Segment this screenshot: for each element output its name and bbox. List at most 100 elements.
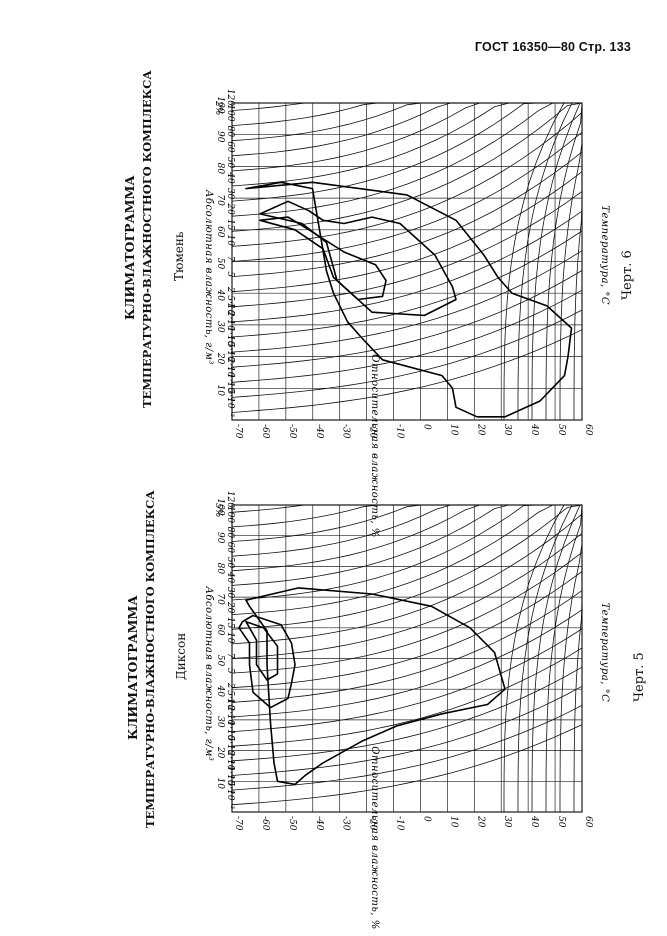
abs-humidity-tick-label: 30: [225, 188, 235, 200]
abs-humidity-tick-label: 5·10⁻³: [225, 389, 235, 418]
abs-humidity-tick-label: 5·10⁻²: [225, 735, 235, 764]
humidity-tick-label: 20: [215, 746, 225, 759]
abs-humidity-tick-label: 5·10⁻¹: [225, 690, 235, 718]
abs-humidity-curve: [231, 102, 582, 217]
abs-humidity-tick-label: 30: [225, 587, 235, 599]
abs-humidity-curve: [231, 504, 582, 513]
abs-humidity-curve: [231, 112, 583, 247]
abs-humidity-curve: [231, 666, 583, 762]
climate-contour: [259, 216, 387, 301]
percent-label: 2%: [213, 100, 223, 115]
saturation-curve: [531, 504, 581, 812]
abs-humidity-tick-label: 2·10⁻¹: [225, 310, 235, 339]
abs-humidity-curve: [231, 504, 582, 572]
abs-humidity-curve: [231, 504, 582, 615]
abs-humidity-axis-label: Абсолютная влажность, г/м³: [203, 585, 214, 761]
temperature-tick-label: -50: [287, 816, 297, 831]
abs-humidity-curve: [231, 210, 583, 323]
abs-humidity-tick-label: 40: [225, 571, 235, 584]
temperature-tick-label: 40: [529, 423, 539, 436]
abs-humidity-tick-label: 2: [225, 682, 235, 689]
abs-humidity-curve: [231, 102, 582, 111]
abs-humidity-tick-label: 15: [225, 617, 235, 629]
temperature-tick-label: 50: [556, 816, 566, 828]
saturation-curve: [573, 505, 583, 812]
temperature-tick-label: 60: [583, 424, 593, 436]
humidity-tick-label: 80: [215, 163, 225, 175]
temperature-tick-label: 0: [421, 424, 431, 430]
temperature-tick-label: 30: [502, 816, 512, 828]
temperature-tick-label: -40: [314, 424, 324, 439]
saturation-curve: [531, 102, 581, 420]
humidity-tick-label: 70: [215, 194, 225, 206]
temperature-tick-label: 20: [475, 423, 485, 436]
humidity-tick-label: 60: [215, 226, 225, 238]
abs-humidity-curve: [231, 513, 583, 645]
abs-humidity-tick-label: 80: [225, 126, 235, 138]
abs-humidity-curve: [231, 191, 583, 308]
humidity-tick-label: 100: [215, 96, 225, 113]
abs-humidity-tick-label: 50: [225, 557, 235, 569]
abs-humidity-curve: [231, 329, 583, 413]
temperature-tick-label: -40: [314, 816, 324, 831]
abs-humidity-tick-label: 120: [225, 89, 235, 106]
abs-humidity-curve: [231, 250, 583, 353]
temperature-tick-label: -70: [233, 816, 243, 831]
abs-humidity-tick-label: 1: [225, 698, 235, 704]
humidity-tick-label: 30: [215, 321, 225, 333]
temperature-tick-label: -20: [368, 424, 378, 439]
abs-humidity-tick-label: 1: [225, 302, 235, 308]
abs-humidity-tick-label: 60: [225, 141, 235, 153]
abs-humidity-tick-label: 100: [225, 506, 235, 523]
percent-label: 5%: [213, 503, 223, 517]
saturation-curve: [545, 102, 583, 420]
abs-humidity-curve: [231, 504, 582, 601]
saturation-curve: [517, 102, 573, 420]
abs-humidity-tick-label: 5: [225, 668, 235, 674]
abs-humidity-tick-label: 80: [225, 527, 235, 539]
humidity-tick-label: 70: [215, 593, 225, 605]
abs-humidity-curve: [231, 230, 583, 338]
abs-humidity-tick-label: 5·10⁻¹: [225, 295, 235, 323]
abs-humidity-tick-label: 40: [225, 171, 235, 184]
abs-humidity-curve: [231, 724, 583, 806]
saturation-curve: [517, 504, 573, 812]
temperature-tick-label: -60: [260, 424, 270, 439]
abs-humidity-tick-label: 7: [225, 653, 235, 659]
abs-humidity-curve: [231, 609, 583, 718]
temperature-tick-label: -50: [287, 424, 297, 439]
humidity-tick-label: 50: [215, 258, 225, 270]
saturation-curve: [503, 504, 565, 812]
saturation-curve: [503, 102, 565, 420]
temperature-tick-label: -30: [341, 424, 351, 439]
humidity-tick-label: 80: [215, 563, 225, 575]
temperature-tick-label: 10: [448, 424, 458, 436]
abs-humidity-curve: [231, 685, 583, 776]
temperature-tick-label: 50: [556, 424, 566, 436]
saturation-curve: [559, 103, 583, 420]
temperature-tick-label: 0: [421, 816, 431, 822]
saturation-curve: [545, 504, 583, 812]
temperature-tick-label: -10: [395, 816, 405, 831]
abs-humidity-tick-label: 5·10⁻²: [225, 342, 235, 371]
abs-humidity-curve: [231, 504, 583, 630]
temperature-tick-label: 30: [502, 424, 512, 436]
abs-humidity-curve: [231, 647, 583, 747]
abs-humidity-curve: [231, 289, 583, 383]
climate-contour: [238, 614, 296, 709]
abs-humidity-curve: [231, 102, 582, 157]
humidity-tick-label: 50: [215, 655, 225, 667]
abs-humidity-tick-label: 60: [225, 542, 235, 554]
abs-humidity-curve: [231, 102, 582, 172]
abs-humidity-curve: [231, 102, 582, 126]
abs-humidity-tick-label: 2·10⁻²: [225, 356, 235, 386]
abs-humidity-tick-label: 5·10⁻³: [225, 781, 235, 810]
abs-humidity-tick-label: 2·10⁻¹: [225, 704, 235, 733]
saturation-curve: [559, 505, 583, 812]
abs-humidity-tick-label: 10: [225, 632, 235, 644]
abs-humidity-tick-label: 1·10⁻¹: [225, 326, 235, 354]
temperature-tick-label: 40: [529, 815, 539, 828]
abs-humidity-tick-label: 20: [225, 601, 235, 614]
